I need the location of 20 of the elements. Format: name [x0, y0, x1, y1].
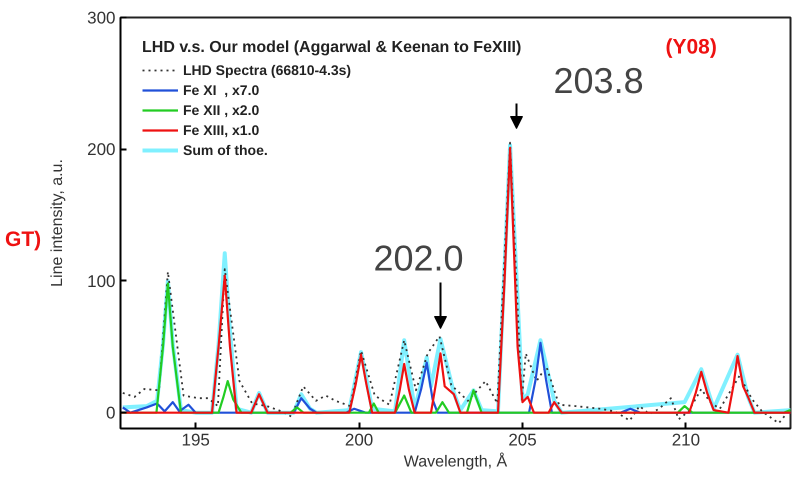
- annotation: 203.8: [554, 60, 644, 101]
- x-tick-label: 205: [508, 430, 537, 450]
- legend-label: Fe XII , x2.0: [183, 102, 260, 118]
- x-tick-label: 195: [181, 430, 210, 450]
- legend-title: LHD v.s. Our model (Aggarwal & Keenan to FeXIII): [142, 39, 522, 57]
- x-tick-label: 210: [672, 430, 700, 450]
- annotation: 202.0: [373, 238, 464, 278]
- y-tick-label: 100: [87, 272, 116, 291]
- y-tick-label: 0: [106, 404, 116, 423]
- legend-label: LHD Spectra (66810-4.3s): [183, 62, 352, 78]
- annotation: (Y08): [666, 36, 717, 58]
- legend-label: Fe XIII, x1.0: [183, 122, 260, 138]
- text: GT): [5, 227, 42, 253]
- legend-label: Sum of thoe.: [183, 142, 268, 158]
- y-tick-label: 300: [87, 8, 116, 28]
- legend-label: Fe XI , x7.0: [183, 82, 260, 98]
- x-axis-title: Wavelength, Å: [404, 452, 508, 470]
- y-axis-title: Line intensity, a.u.: [49, 159, 66, 287]
- x-tick-label: 200: [344, 430, 374, 450]
- y-tick-label: 200: [87, 140, 116, 160]
